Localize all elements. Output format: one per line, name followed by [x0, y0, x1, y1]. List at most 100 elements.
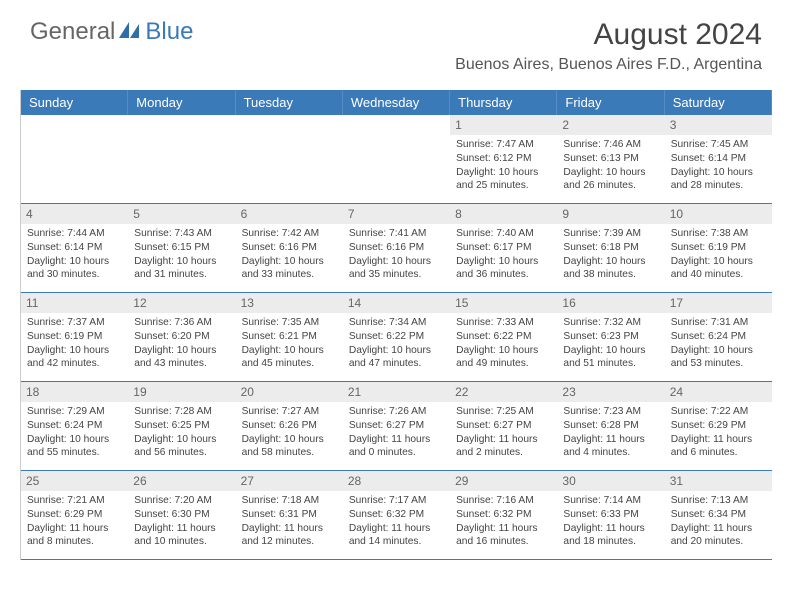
day-number: 24	[665, 382, 772, 402]
day-sunset: Sunset: 6:14 PM	[671, 152, 766, 166]
day-sunrise: Sunrise: 7:40 AM	[456, 227, 551, 241]
day-sunrise: Sunrise: 7:14 AM	[563, 494, 658, 508]
day-sunset: Sunset: 6:30 PM	[134, 508, 229, 522]
day-daylight2: and 18 minutes.	[563, 535, 658, 549]
day-header: Tuesday	[236, 90, 343, 115]
day-sunrise: Sunrise: 7:34 AM	[349, 316, 444, 330]
calendar-day: 26Sunrise: 7:20 AMSunset: 6:30 PMDayligh…	[128, 471, 235, 559]
day-number: 3	[665, 115, 772, 135]
day-daylight2: and 43 minutes.	[134, 357, 229, 371]
day-daylight1: Daylight: 10 hours	[27, 255, 122, 269]
day-number: 25	[21, 471, 128, 491]
day-daylight1: Daylight: 10 hours	[134, 255, 229, 269]
calendar-day: 6Sunrise: 7:42 AMSunset: 6:16 PMDaylight…	[236, 204, 343, 292]
day-number: 12	[128, 293, 235, 313]
day-number: 5	[128, 204, 235, 224]
day-daylight2: and 0 minutes.	[349, 446, 444, 460]
calendar-week: 4Sunrise: 7:44 AMSunset: 6:14 PMDaylight…	[21, 204, 772, 293]
day-header: Sunday	[21, 90, 128, 115]
day-number	[128, 115, 235, 135]
day-number: 13	[236, 293, 343, 313]
day-sunrise: Sunrise: 7:33 AM	[456, 316, 551, 330]
day-sunset: Sunset: 6:32 PM	[456, 508, 551, 522]
day-daylight1: Daylight: 10 hours	[563, 344, 658, 358]
day-number: 22	[450, 382, 557, 402]
day-sunrise: Sunrise: 7:26 AM	[349, 405, 444, 419]
day-number: 18	[21, 382, 128, 402]
day-sunset: Sunset: 6:28 PM	[563, 419, 658, 433]
day-daylight2: and 20 minutes.	[671, 535, 766, 549]
day-sunrise: Sunrise: 7:20 AM	[134, 494, 229, 508]
calendar-day: 28Sunrise: 7:17 AMSunset: 6:32 PMDayligh…	[343, 471, 450, 559]
day-number: 1	[450, 115, 557, 135]
day-number: 16	[557, 293, 664, 313]
day-daylight1: Daylight: 11 hours	[671, 433, 766, 447]
day-daylight2: and 42 minutes.	[27, 357, 122, 371]
calendar-day: 13 Sunrise: 7:35 AMSunset: 6:21 PMDayligh…	[236, 293, 343, 381]
day-sunrise: Sunrise: 7:35 AM	[242, 316, 337, 330]
day-number: 4	[21, 204, 128, 224]
day-daylight1: Daylight: 10 hours	[242, 344, 337, 358]
day-daylight1: Daylight: 10 hours	[671, 166, 766, 180]
day-number: 9	[557, 204, 664, 224]
day-sunset: Sunset: 6:32 PM	[349, 508, 444, 522]
day-sunset: Sunset: 6:26 PM	[242, 419, 337, 433]
day-number: 19	[128, 382, 235, 402]
day-number: 23	[557, 382, 664, 402]
day-number: 2	[557, 115, 664, 135]
day-header: Wednesday	[343, 90, 450, 115]
day-sunset: Sunset: 6:21 PM	[242, 330, 337, 344]
calendar-day: 29Sunrise: 7:16 AMSunset: 6:32 PMDayligh…	[450, 471, 557, 559]
day-daylight2: and 2 minutes.	[456, 446, 551, 460]
calendar-week: 25Sunrise: 7:21 AMSunset: 6:29 PMDayligh…	[21, 471, 772, 560]
day-sunrise: Sunrise: 7:45 AM	[671, 138, 766, 152]
day-daylight1: Daylight: 10 hours	[671, 344, 766, 358]
sail-icon	[119, 22, 141, 38]
day-sunset: Sunset: 6:24 PM	[671, 330, 766, 344]
day-daylight1: Daylight: 10 hours	[456, 344, 551, 358]
day-number: 26	[128, 471, 235, 491]
day-daylight1: Daylight: 10 hours	[27, 433, 122, 447]
calendar-day: 4Sunrise: 7:44 AMSunset: 6:14 PMDaylight…	[21, 204, 128, 292]
day-sunset: Sunset: 6:23 PM	[563, 330, 658, 344]
day-sunset: Sunset: 6:22 PM	[349, 330, 444, 344]
day-sunset: Sunset: 6:27 PM	[456, 419, 551, 433]
day-daylight1: Daylight: 10 hours	[671, 255, 766, 269]
day-sunset: Sunset: 6:25 PM	[134, 419, 229, 433]
day-daylight1: Daylight: 11 hours	[456, 522, 551, 536]
day-daylight2: and 58 minutes.	[242, 446, 337, 460]
calendar: SundayMondayTuesdayWednesdayThursdayFrid…	[20, 90, 772, 560]
day-sunset: Sunset: 6:22 PM	[456, 330, 551, 344]
calendar-day: 27Sunrise: 7:18 AMSunset: 6:31 PMDayligh…	[236, 471, 343, 559]
day-sunset: Sunset: 6:34 PM	[671, 508, 766, 522]
calendar-day: 19Sunrise: 7:28 AMSunset: 6:25 PMDayligh…	[128, 382, 235, 470]
calendar-day: 7Sunrise: 7:41 AMSunset: 6:16 PMDaylight…	[343, 204, 450, 292]
day-daylight2: and 49 minutes.	[456, 357, 551, 371]
day-sunset: Sunset: 6:31 PM	[242, 508, 337, 522]
calendar-week: 11Sunrise: 7:37 AMSunset: 6:19 PMDayligh…	[21, 293, 772, 382]
day-sunrise: Sunrise: 7:47 AM	[456, 138, 551, 152]
calendar-day: 18Sunrise: 7:29 AMSunset: 6:24 PMDayligh…	[21, 382, 128, 470]
calendar-day: 21Sunrise: 7:26 AMSunset: 6:27 PMDayligh…	[343, 382, 450, 470]
day-number	[236, 115, 343, 135]
day-sunrise: Sunrise: 7:44 AM	[27, 227, 122, 241]
page-header: General Blue August 2024 Buenos Aires, B…	[0, 0, 792, 80]
day-sunrise: Sunrise: 7:31 AM	[671, 316, 766, 330]
day-sunset: Sunset: 6:13 PM	[563, 152, 658, 166]
day-number: 28	[343, 471, 450, 491]
day-number: 6	[236, 204, 343, 224]
day-sunset: Sunset: 6:27 PM	[349, 419, 444, 433]
day-daylight1: Daylight: 11 hours	[456, 433, 551, 447]
day-daylight1: Daylight: 10 hours	[456, 166, 551, 180]
calendar-day: 17Sunrise: 7:31 AMSunset: 6:24 PMDayligh…	[665, 293, 772, 381]
day-daylight2: and 47 minutes.	[349, 357, 444, 371]
day-number: 21	[343, 382, 450, 402]
day-daylight2: and 45 minutes.	[242, 357, 337, 371]
day-number: 29	[450, 471, 557, 491]
day-number	[343, 115, 450, 135]
calendar-day: 5Sunrise: 7:43 AMSunset: 6:15 PMDaylight…	[128, 204, 235, 292]
day-daylight1: Daylight: 10 hours	[349, 344, 444, 358]
day-daylight2: and 14 minutes.	[349, 535, 444, 549]
day-number: 20	[236, 382, 343, 402]
day-header: Monday	[128, 90, 235, 115]
